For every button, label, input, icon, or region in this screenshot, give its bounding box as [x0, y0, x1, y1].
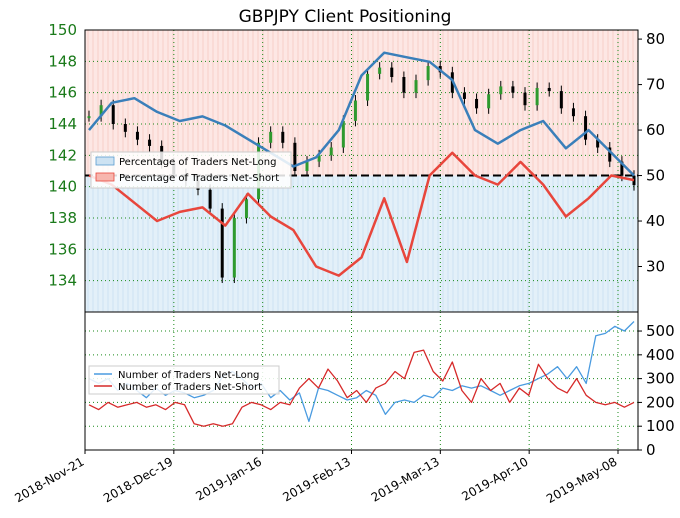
price-candle: [632, 175, 636, 186]
price-candle: [571, 108, 575, 117]
count-tick-label: 500: [646, 322, 675, 340]
price-tick-label: 134: [48, 272, 77, 290]
price-candle: [523, 92, 527, 106]
price-tick-label: 146: [48, 84, 77, 102]
date-tick-label: 2019-May-08: [544, 454, 619, 506]
price-candle: [559, 91, 563, 109]
price-candle: [99, 105, 103, 117]
sentiment-tick-label: 50: [646, 167, 665, 185]
price-candle: [220, 208, 224, 278]
price-tick-label: 148: [48, 52, 77, 70]
count-tick-label: 0: [646, 441, 656, 459]
net-long-zone: [85, 175, 638, 312]
legend-label-net-long: Percentage of Traders Net-Long: [119, 157, 277, 168]
count-tick-label: 200: [646, 393, 675, 411]
price-candle: [269, 131, 273, 143]
net-short-count-line: [88, 349, 635, 427]
price-candle: [208, 189, 212, 209]
sentiment-tick-label: 40: [646, 212, 665, 230]
legend-box: [88, 365, 280, 395]
sentiment-tick-label: 60: [646, 121, 665, 139]
price-tick-label: 140: [48, 178, 77, 196]
price-candle: [547, 87, 551, 92]
trader-count-panel: 0 100 200 300 400 500 Number of Traders Net-Lo…: [84, 311, 675, 459]
price-candle: [329, 147, 333, 156]
price-candle: [426, 66, 430, 81]
count-tick-label: 400: [646, 346, 675, 364]
net-long-percentage-line: [88, 51, 635, 177]
price-candle: [281, 131, 285, 143]
legend-label-net-long-count: Number of Traders Net-Long: [118, 370, 259, 381]
price-candle: [462, 92, 466, 99]
price-sentiment-panel: 134 136 138 140 142 144 146 148 150 30 40 50 60 70 80 P…: [48, 21, 665, 313]
price-candle: [608, 147, 612, 162]
bottom-panel-frame: [84, 311, 639, 451]
price-tick-label: 142: [48, 146, 77, 164]
price-tick-label: 150: [48, 21, 77, 39]
price-candle: [317, 155, 321, 162]
net-short-percentage-line: [88, 151, 635, 277]
price-candle: [596, 139, 600, 148]
legend-box: [90, 151, 292, 189]
date-tick-label: 2019-Mar-13: [369, 454, 442, 504]
price-candle: [511, 86, 515, 93]
price-candle: [341, 120, 345, 148]
legend-label-net-short: Percentage of Traders Net-Short: [119, 173, 279, 184]
price-candle: [475, 98, 479, 109]
sentiment-tick-label: 80: [646, 30, 665, 48]
date-tick-label: 2019-Jan-16: [193, 454, 264, 503]
date-tick-label: 2018-Nov-21: [12, 454, 86, 505]
price-candle: [390, 67, 394, 77]
price-candle: [148, 139, 152, 146]
price-candle: [499, 86, 503, 95]
price-candle: [135, 131, 139, 140]
percentage-legend: Percentage of Traders Net-Long Percentage…: [90, 151, 292, 189]
legend-swatch-net-short: [95, 172, 115, 182]
price-candle: [123, 124, 127, 132]
price-tick-label: 136: [48, 240, 77, 258]
date-tick-label: 2018-Dec-19: [101, 454, 175, 505]
count-tick-label: 300: [646, 370, 675, 388]
price-candle: [244, 199, 248, 218]
net-short-zone: [85, 30, 638, 176]
price-candle: [353, 100, 357, 121]
sentiment-tick-label: 70: [646, 76, 665, 94]
price-candle: [111, 105, 115, 124]
price-candle: [305, 161, 309, 171]
sentiment-tick-label: 30: [646, 258, 665, 276]
count-tick-label: 100: [646, 417, 675, 435]
price-candle: [87, 116, 91, 119]
price-tick-label: 144: [48, 115, 77, 133]
price-candle: [378, 67, 382, 74]
price-candle: [293, 142, 297, 171]
price-candle: [487, 94, 491, 109]
date-tick-label: 2019-Feb-13: [280, 454, 353, 504]
date-axis: 2018-Nov-21 2018-Dec-19 2019-Jan-16 2019-Fe…: [12, 450, 620, 506]
price-candle: [366, 73, 370, 101]
chart-title: GBPJPY Client Positioning: [239, 7, 452, 27]
legend-label-net-short-count: Number of Traders Net-Short: [118, 382, 262, 393]
price-candle: [620, 161, 624, 176]
price-candle: [584, 116, 588, 140]
price-tick-label: 138: [48, 209, 77, 227]
price-candle: [414, 80, 418, 93]
price-candle: [402, 77, 406, 93]
date-tick-label: 2019-Apr-10: [459, 454, 530, 503]
price-candle: [535, 87, 539, 106]
price-candle: [232, 218, 236, 278]
legend-swatch-net-long: [95, 156, 115, 166]
